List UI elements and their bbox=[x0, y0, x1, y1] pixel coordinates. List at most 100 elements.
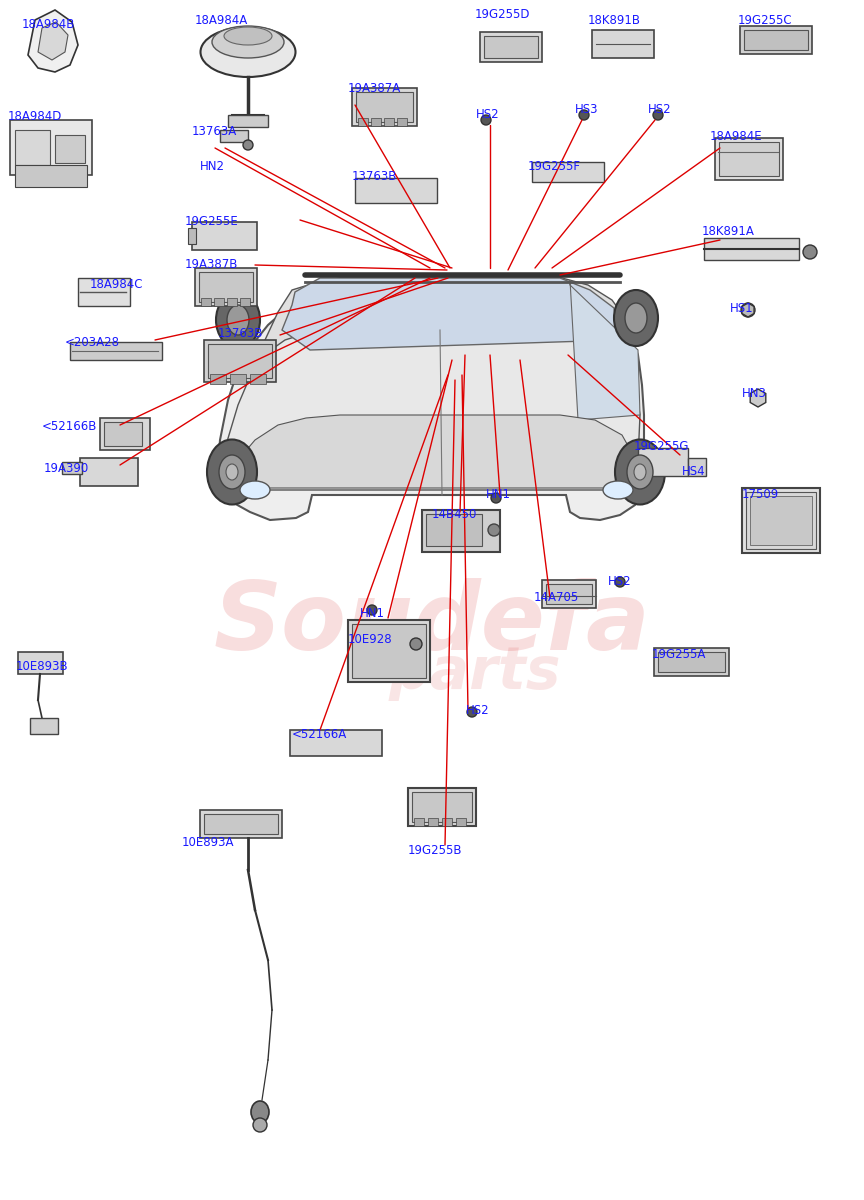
Bar bbox=[55, 134, 85, 163]
Bar bbox=[208, 344, 272, 378]
Text: HS2: HS2 bbox=[466, 704, 490, 716]
Bar bbox=[740, 26, 812, 54]
Polygon shape bbox=[570, 280, 640, 420]
Bar bbox=[546, 584, 592, 604]
Text: 19A390: 19A390 bbox=[44, 462, 89, 475]
Ellipse shape bbox=[481, 115, 491, 125]
Bar bbox=[412, 792, 472, 822]
Ellipse shape bbox=[219, 455, 245, 490]
Bar bbox=[542, 580, 596, 608]
Ellipse shape bbox=[240, 481, 270, 499]
Bar bbox=[200, 810, 282, 838]
Bar bbox=[715, 138, 783, 180]
Bar bbox=[18, 652, 63, 674]
Text: 13763B: 13763B bbox=[218, 326, 264, 340]
Bar bbox=[204, 340, 276, 382]
Polygon shape bbox=[282, 278, 618, 350]
Polygon shape bbox=[262, 278, 638, 422]
Bar bbox=[426, 514, 482, 546]
Text: 18A984C: 18A984C bbox=[90, 278, 143, 290]
Ellipse shape bbox=[212, 26, 284, 58]
Text: 18A984E: 18A984E bbox=[710, 130, 763, 143]
Text: 19G255E: 19G255E bbox=[185, 215, 238, 228]
Bar bbox=[422, 510, 500, 552]
Ellipse shape bbox=[615, 439, 665, 504]
Bar bbox=[638, 448, 688, 476]
Ellipse shape bbox=[467, 707, 477, 716]
Text: 19G255G: 19G255G bbox=[634, 440, 689, 452]
Bar bbox=[719, 142, 779, 176]
Text: 19G255A: 19G255A bbox=[652, 648, 707, 661]
Bar bbox=[62, 462, 82, 474]
Bar bbox=[15, 130, 50, 164]
Ellipse shape bbox=[653, 110, 663, 120]
Bar bbox=[220, 130, 248, 142]
Bar bbox=[480, 32, 542, 62]
Polygon shape bbox=[28, 10, 78, 72]
Text: <52166B: <52166B bbox=[42, 420, 98, 433]
Ellipse shape bbox=[803, 245, 817, 259]
Ellipse shape bbox=[634, 464, 646, 480]
Text: HS2: HS2 bbox=[648, 103, 671, 116]
Polygon shape bbox=[228, 415, 638, 488]
Ellipse shape bbox=[491, 493, 501, 503]
Bar bbox=[414, 818, 424, 826]
Text: 19G255F: 19G255F bbox=[528, 160, 581, 173]
Bar bbox=[78, 278, 130, 306]
Bar bbox=[230, 374, 246, 384]
Ellipse shape bbox=[226, 464, 238, 480]
Polygon shape bbox=[38, 22, 68, 60]
Bar bbox=[204, 814, 278, 834]
Bar bbox=[384, 118, 394, 126]
Bar bbox=[442, 818, 452, 826]
Bar bbox=[704, 238, 799, 260]
Text: 19G255C: 19G255C bbox=[738, 14, 792, 26]
Bar bbox=[348, 620, 430, 682]
Text: parts: parts bbox=[389, 643, 562, 701]
Bar bbox=[358, 118, 368, 126]
Text: 14B450: 14B450 bbox=[432, 508, 478, 521]
Ellipse shape bbox=[625, 302, 647, 332]
Text: HS2: HS2 bbox=[476, 108, 499, 121]
Text: HN1: HN1 bbox=[486, 488, 511, 502]
Ellipse shape bbox=[615, 577, 625, 587]
Bar bbox=[484, 36, 538, 58]
Bar bbox=[744, 30, 808, 50]
Bar bbox=[371, 118, 381, 126]
Text: 13763A: 13763A bbox=[192, 125, 238, 138]
Ellipse shape bbox=[243, 140, 253, 150]
Bar bbox=[214, 298, 224, 306]
Bar bbox=[688, 458, 706, 476]
Ellipse shape bbox=[216, 292, 260, 348]
Bar bbox=[240, 298, 250, 306]
Bar bbox=[290, 730, 382, 756]
Ellipse shape bbox=[627, 455, 653, 490]
Text: 13763B: 13763B bbox=[352, 170, 397, 182]
Text: HS1: HS1 bbox=[730, 302, 753, 314]
Text: Soudefa: Soudefa bbox=[213, 578, 651, 670]
Text: 14A705: 14A705 bbox=[534, 590, 579, 604]
Text: 18A984A: 18A984A bbox=[195, 14, 248, 26]
Text: HN1: HN1 bbox=[360, 607, 385, 620]
Ellipse shape bbox=[367, 605, 377, 614]
Bar bbox=[80, 458, 138, 486]
Bar bbox=[10, 120, 92, 175]
Text: HS4: HS4 bbox=[682, 464, 706, 478]
Bar bbox=[199, 272, 253, 302]
Text: 10E928: 10E928 bbox=[348, 634, 392, 646]
Text: 18A984B: 18A984B bbox=[22, 18, 75, 31]
Bar bbox=[30, 718, 58, 734]
Bar bbox=[250, 374, 266, 384]
Text: HN3: HN3 bbox=[742, 386, 767, 400]
Bar bbox=[428, 818, 438, 826]
Text: <52166A: <52166A bbox=[292, 728, 347, 740]
Ellipse shape bbox=[741, 302, 755, 317]
Text: HS3: HS3 bbox=[575, 103, 599, 116]
Ellipse shape bbox=[207, 439, 257, 504]
Bar bbox=[355, 178, 437, 203]
Bar bbox=[532, 162, 604, 182]
Ellipse shape bbox=[227, 305, 249, 335]
Ellipse shape bbox=[224, 26, 272, 44]
Bar bbox=[658, 652, 725, 672]
Bar bbox=[356, 92, 413, 122]
